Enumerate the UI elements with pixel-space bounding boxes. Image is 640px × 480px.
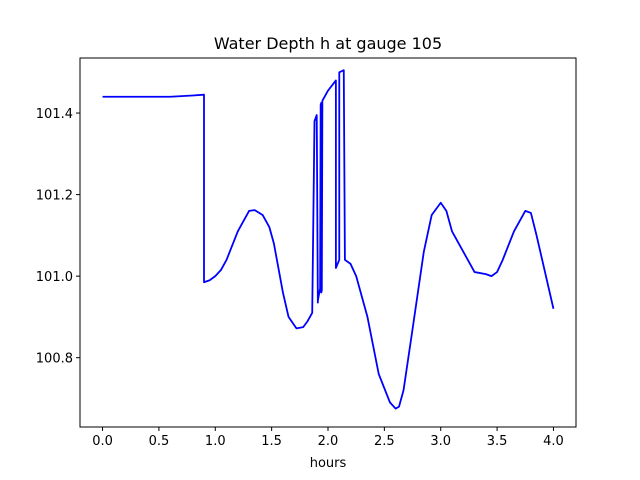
plot-area (102, 69, 555, 410)
chart-title: Water Depth h at gauge 105 (214, 34, 442, 53)
axes-frame (79, 57, 577, 428)
y-tick-label: 101.0 (36, 270, 73, 285)
x-axis-label: hours (310, 456, 347, 471)
axis-ticks: 0.0 0.5 1.0 1.5 2.0 2.5 3.0 3.5 4.0 100.8 101.0 101… (36, 107, 564, 449)
x-tick-label: 2.0 (318, 434, 339, 449)
x-tick-label: 0.5 (149, 434, 170, 449)
series-line-0 (102, 69, 555, 410)
x-tick-label: 1.0 (205, 434, 226, 449)
x-tick-label: 2.5 (374, 434, 395, 449)
y-tick-label: 101.2 (36, 189, 73, 204)
x-tick-label: 0.0 (92, 434, 113, 449)
x-tick-label: 1.5 (261, 434, 282, 449)
x-tick-label: 3.0 (430, 434, 451, 449)
y-tick-label: 101.4 (36, 107, 73, 122)
x-tick-label: 4.0 (543, 434, 564, 449)
x-tick-label: 3.5 (487, 434, 508, 449)
y-tick-label: 100.8 (36, 352, 73, 367)
